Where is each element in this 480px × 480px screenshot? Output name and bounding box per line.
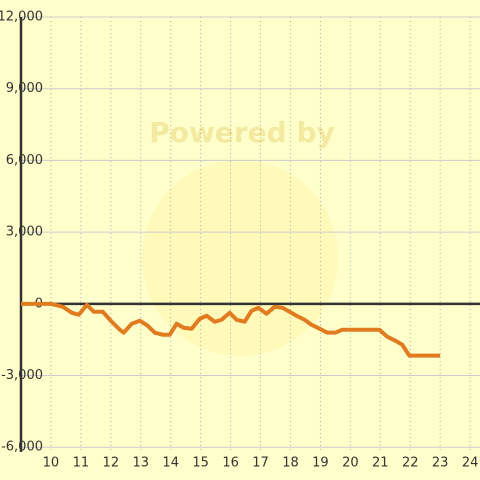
x-tick-label: 16 (222, 456, 239, 471)
y-tick-label: 6,000 (6, 153, 43, 168)
watermark: Powered by (149, 116, 335, 149)
x-tick-label: 23 (432, 456, 449, 471)
x-tick-label: 19 (312, 456, 329, 471)
x-tick-label: 13 (132, 456, 149, 471)
x-tick-label: 14 (162, 456, 179, 471)
y-tick-label: 3,000 (6, 225, 43, 240)
x-tick-label: 22 (402, 456, 419, 471)
x-tick-label: 20 (342, 456, 359, 471)
y-tick-label: 9,000 (6, 81, 43, 96)
watermark-logo (142, 160, 338, 356)
x-tick-label: 15 (192, 456, 209, 471)
x-tick-label: 11 (73, 456, 90, 471)
x-tick-label: 24 (462, 456, 479, 471)
x-tick-label: 18 (282, 456, 299, 471)
x-tick-label: 21 (372, 456, 389, 471)
x-tick-label: 10 (43, 456, 60, 471)
x-tick-label: 12 (103, 456, 120, 471)
line (21, 301, 441, 358)
x-tick-label: 17 (252, 456, 269, 471)
